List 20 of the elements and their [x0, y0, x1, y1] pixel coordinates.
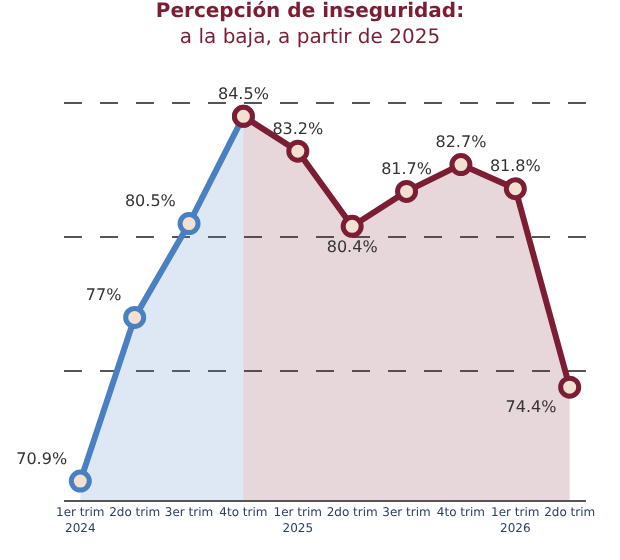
data-label: 80.5%: [124, 192, 177, 211]
point: [395, 179, 419, 203]
data-label: 81.7%: [381, 160, 433, 179]
data-label: 80.4%: [326, 237, 379, 256]
point: [449, 153, 473, 177]
point: [177, 212, 201, 236]
point: [340, 214, 364, 238]
data-label: 84.5%: [218, 85, 270, 104]
data-label: 74.4%: [505, 398, 558, 417]
data-label: 82.7%: [435, 133, 488, 152]
point: [558, 375, 582, 399]
data-label: 83.2%: [272, 119, 325, 138]
data-label: 77%: [85, 286, 123, 305]
point: [286, 139, 310, 163]
data-label: 81.8%: [489, 157, 542, 176]
chart-title: Percepción de inseguridad: a la baja, a partir de 2025: [155, 0, 465, 49]
point: [68, 469, 92, 493]
data-label: 70.9%: [16, 449, 68, 468]
point: [123, 305, 147, 329]
point: [503, 177, 527, 201]
